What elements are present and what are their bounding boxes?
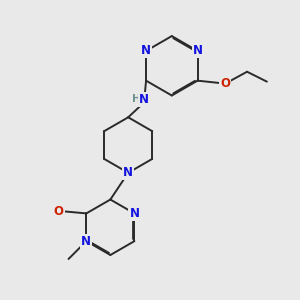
Text: N: N: [141, 44, 151, 57]
Text: H: H: [132, 94, 140, 104]
Text: N: N: [123, 166, 133, 179]
Text: O: O: [54, 205, 64, 218]
Text: N: N: [193, 44, 202, 57]
Text: N: N: [129, 207, 140, 220]
Text: N: N: [81, 235, 91, 248]
Text: O: O: [220, 77, 230, 90]
Text: N: N: [139, 93, 149, 106]
